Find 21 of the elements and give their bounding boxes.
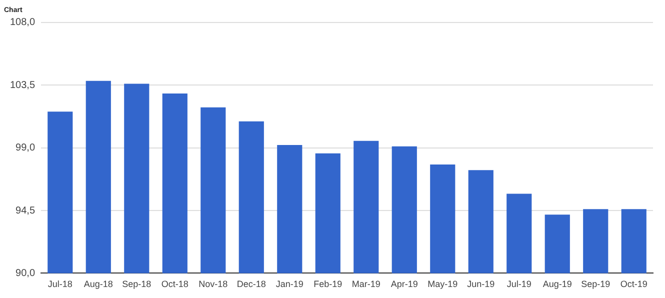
y-tick-label: 103,5 [10,80,36,91]
y-tick-label: 108,0 [10,17,36,28]
x-tick-label: Nov-18 [198,279,228,290]
x-tick-label: Feb-19 [314,279,342,290]
x-tick-label: Apr-19 [390,279,418,290]
x-tick-label: May-19 [428,279,458,290]
x-tick-label: Jul-19 [506,279,532,290]
y-tick-label: 99,0 [16,142,36,154]
x-tick-label: Sep-18 [122,279,152,290]
x-tick-label: Aug-18 [84,279,113,290]
x-tick-label: Jan-19 [276,279,304,290]
x-tick-label: Jul-18 [48,279,72,290]
x-tick-label: Mar-19 [352,279,380,290]
x-tick-label: Dec-18 [236,279,266,290]
x-tick-label: Aug-19 [542,279,572,290]
y-tick-label: 94,5 [16,205,36,216]
x-tick-label: Jun-19 [467,279,495,290]
x-tick-label: Oct-19 [620,279,648,290]
x-tick-label: Sep-19 [581,279,610,290]
y-tick-label: 90,0 [16,268,36,279]
x-tick-label: Oct-18 [161,279,188,290]
